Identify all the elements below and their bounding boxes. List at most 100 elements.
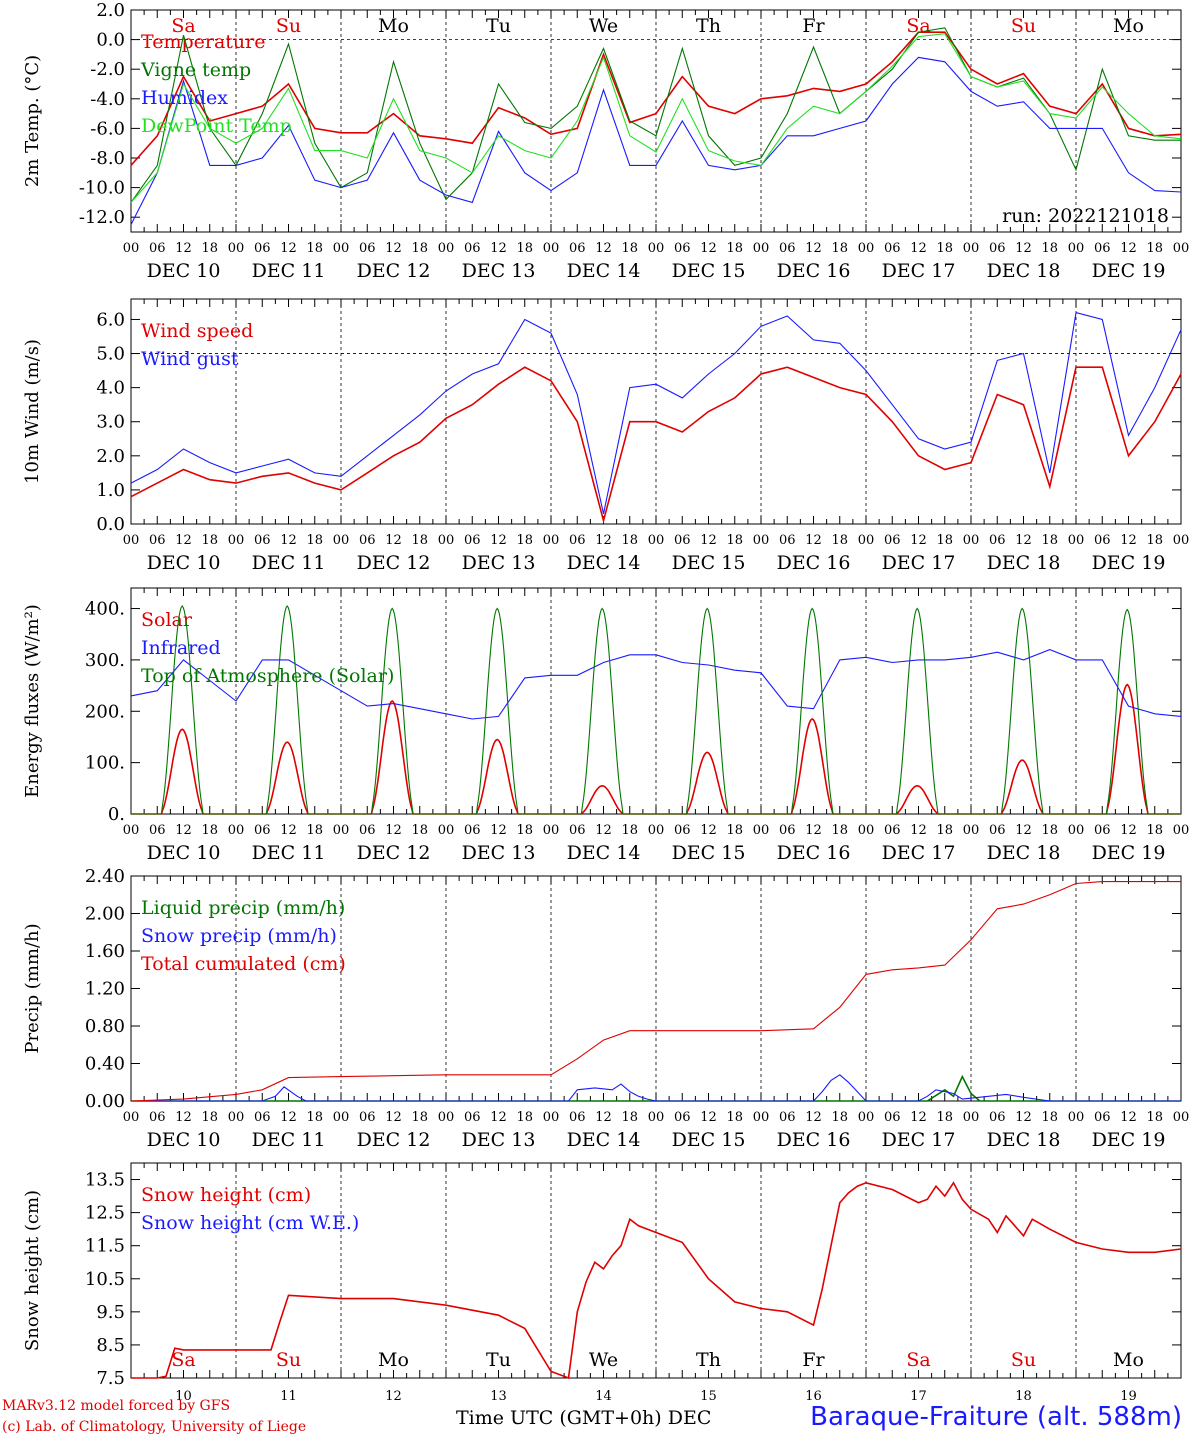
hour-tick-label: 18 (726, 241, 743, 256)
hour-tick-label: 18 (516, 823, 533, 838)
hour-tick-label: 06 (989, 241, 1006, 256)
hour-tick-label: 06 (779, 1110, 796, 1125)
hour-tick-label: 12 (175, 241, 192, 256)
hour-tick-label: 12 (700, 533, 717, 548)
date-label: DEC 13 (462, 842, 536, 864)
hour-tick-label: 06 (884, 241, 901, 256)
panel-2: 6.0 5.0 4.0 3.0 2.0 1.0 0.0 10m Wind (m/s) 00 06 1… (22, 298, 1190, 574)
weekday-label: Mo (1113, 1349, 1144, 1371)
hour-tick-label: 00 (543, 241, 560, 256)
date-label: DEC 15 (672, 552, 746, 574)
weekday-label: Sa (171, 15, 195, 37)
time-axis-label: Time UTC (GMT+0h) DEC (456, 1407, 712, 1429)
hour-tick-label: 00 (1068, 533, 1085, 548)
date-label: DEC 14 (567, 842, 641, 864)
hour-tick-label: 18 (411, 1110, 428, 1125)
weekday-label: We (589, 15, 618, 37)
date-label: DEC 15 (672, 842, 746, 864)
hour-tick-label: 06 (254, 1110, 271, 1125)
hour-tick-label: 06 (779, 241, 796, 256)
hour-tick-label: 18 (411, 823, 428, 838)
series-line-liquid-precip-mm-h- (131, 1074, 1181, 1102)
hour-tick-label: 18 (411, 533, 428, 548)
hour-tick-label: 12 (1015, 533, 1032, 548)
y-tick-label: 12.5 (85, 1203, 125, 1224)
hour-tick-label: 00 (1173, 533, 1190, 548)
hour-tick-label: 06 (359, 533, 376, 548)
y-axis-label: Precip (mm/h) (22, 923, 43, 1053)
y-tick-label: 0.80 (85, 1016, 125, 1037)
y-tick-label: 200. (85, 701, 125, 722)
y-axis-label: 10m Wind (m/s) (22, 339, 43, 484)
y-tick-label: 0.00 (85, 1091, 125, 1112)
legend-entry: Infrared (141, 637, 221, 659)
hour-tick-label: 06 (254, 823, 271, 838)
date-label: DEC 19 (1092, 1129, 1166, 1151)
weekday-label: Tu (486, 15, 511, 37)
hour-tick-label: 12 (1015, 1110, 1032, 1125)
hour-tick-label: 06 (149, 823, 166, 838)
series-line-total-cumulated-cm- (130, 881, 1181, 1102)
hour-tick-label: 00 (858, 1110, 875, 1125)
hour-tick-label: 06 (884, 533, 901, 548)
weekday-label: Th (696, 15, 721, 37)
series-line-wind-gust (130, 311, 1182, 514)
hour-tick-label: 00 (1068, 1110, 1085, 1125)
run-annotation: run: 2022121018 (1002, 205, 1169, 227)
date-label: DEC 17 (882, 552, 956, 574)
hour-tick-label: 00 (1173, 1110, 1190, 1125)
date-label: DEC 16 (777, 552, 851, 574)
date-label: DEC 16 (777, 842, 851, 864)
date-label: DEC 11 (252, 260, 326, 282)
hour-tick-label: 18 (201, 241, 218, 256)
hour-tick-label: 18 (411, 241, 428, 256)
hour-tick-label: 18 (201, 823, 218, 838)
series-line-wind-speed (130, 366, 1182, 524)
hour-tick-label: 12 (700, 241, 717, 256)
hour-tick-label: 12 (595, 533, 612, 548)
hour-tick-label: 18 (936, 1110, 953, 1125)
hour-tick-label: 06 (779, 823, 796, 838)
date-label: DEC 13 (462, 552, 536, 574)
y-tick-label: 1.60 (85, 941, 125, 962)
series-line-dewpoint-temp (130, 33, 1182, 203)
weekday-label: Sa (906, 15, 930, 37)
hour-tick-label: 12 (490, 1110, 507, 1125)
hour-tick-label: 12 (280, 241, 297, 256)
panel-5: 13.5 12.5 11.5 10.5 9.5 8.5 7.5 Snow height (cm… (22, 1162, 1182, 1404)
hour-tick-label: 00 (858, 533, 875, 548)
date-label: DEC 19 (1092, 842, 1166, 864)
hour-tick-label: 18 (621, 1110, 638, 1125)
hour-tick-label: 12 (490, 241, 507, 256)
hour-tick-label: 00 (1173, 241, 1190, 256)
panel-1: 2.0 0.0 -2.0 -4.0 -6.0 -8.0 -10.0 -12.0 2m Temp.… (22, 0, 1189, 282)
hour-tick-label: 18 (306, 241, 323, 256)
date-label: DEC 12 (357, 260, 431, 282)
date-label: DEC 19 (1092, 552, 1166, 574)
hour-tick-label: 00 (858, 241, 875, 256)
hour-tick-label: 18 (621, 533, 638, 548)
hour-tick-label: 06 (779, 533, 796, 548)
date-label: DEC 16 (777, 1129, 851, 1151)
weekday-label: Su (1011, 1349, 1036, 1371)
hour-tick-label: 12 (805, 823, 822, 838)
hour-tick-label: 12 (385, 1110, 402, 1125)
hour-tick-label: 06 (464, 823, 481, 838)
y-tick-label: -8.0 (90, 148, 125, 169)
weekday-label: Mo (1113, 15, 1144, 37)
date-label: DEC 12 (357, 552, 431, 574)
weekday-label: We (589, 1349, 618, 1371)
hour-tick-label: 12 (910, 533, 927, 548)
date-label: DEC 12 (357, 1129, 431, 1151)
y-tick-label: 8.5 (96, 1335, 125, 1356)
date-label: DEC 16 (777, 260, 851, 282)
hour-tick-label: 12 (805, 1110, 822, 1125)
hour-tick-label: 00 (228, 241, 245, 256)
panel-3: 400. 300. 200. 100. 0. Energy fluxes (W/m²) 00… (22, 587, 1189, 864)
hour-tick-label: 12 (1120, 1110, 1137, 1125)
hour-tick-label: 12 (490, 823, 507, 838)
hour-tick-label: 18 (1146, 823, 1163, 838)
legend-entry: Snow height (cm) (141, 1184, 311, 1206)
hour-tick-label: 00 (648, 1110, 665, 1125)
hour-tick-label: 06 (1094, 823, 1111, 838)
